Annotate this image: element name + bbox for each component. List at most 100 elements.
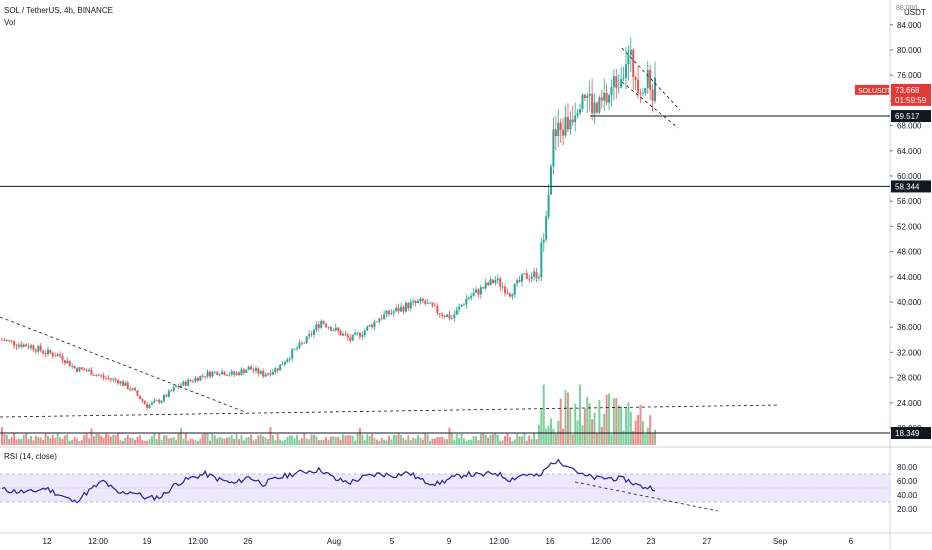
- time-tick-label: 12:00: [188, 537, 209, 546]
- volume-bar: [346, 435, 349, 445]
- candle-body: [20, 344, 23, 347]
- candle-body: [271, 371, 274, 375]
- candle-body: [387, 310, 390, 315]
- volume-bar: [213, 435, 216, 445]
- volume-bar: [73, 437, 76, 445]
- candle-body: [230, 371, 233, 375]
- time-tick-label: 12:00: [489, 537, 510, 546]
- volume-bar: [419, 437, 422, 445]
- candle-body: [535, 271, 538, 279]
- candle-body: [44, 353, 47, 355]
- candle-body: [520, 274, 523, 282]
- candle-body: [378, 318, 381, 322]
- volume-bar: [138, 435, 141, 445]
- candle-body: [346, 334, 349, 338]
- candle-body: [131, 388, 134, 390]
- candle-body: [404, 302, 407, 312]
- volume-bar: [199, 438, 202, 445]
- candle-body: [559, 122, 562, 130]
- volume-bar: [475, 436, 478, 445]
- volume-bar: [431, 438, 434, 445]
- candle-body: [218, 374, 221, 376]
- volume-bar: [508, 436, 511, 445]
- candle-body: [160, 400, 163, 403]
- candle-body: [397, 307, 400, 312]
- volume-bar: [1, 427, 3, 445]
- volume-bar: [218, 436, 221, 445]
- volume-bar: [395, 435, 398, 445]
- time-tick-label: 6: [849, 537, 854, 546]
- volume-bar: [496, 434, 499, 445]
- candle-body: [356, 332, 359, 334]
- volume-bar: [334, 436, 337, 445]
- volume-bar: [22, 434, 25, 445]
- price-axis-currency: USDT: [904, 8, 926, 17]
- volume-bar: [501, 440, 504, 445]
- volume-label: Vol: [4, 18, 16, 27]
- volume-bar: [59, 437, 62, 445]
- volume-bar: [102, 437, 105, 445]
- candle-body: [22, 344, 25, 347]
- rsi-tick-label: 80.00: [897, 463, 918, 472]
- candle-body: [518, 280, 521, 282]
- volume-bar: [554, 433, 557, 445]
- candle-body: [172, 387, 175, 391]
- volume-bar: [179, 428, 182, 445]
- candle-body: [245, 369, 248, 373]
- volume-badge: 18.349: [895, 429, 920, 438]
- volume-bar: [129, 437, 132, 445]
- candle-body: [286, 359, 289, 363]
- volume-bar: [211, 433, 214, 445]
- volume-bar: [158, 433, 161, 445]
- volume-bar: [228, 436, 231, 445]
- volume-bar: [552, 428, 555, 445]
- candle-body: [216, 371, 219, 376]
- volume-bar: [206, 433, 209, 445]
- candle-body: [264, 374, 267, 377]
- channel-lower-line: [621, 81, 679, 129]
- volume-bar: [245, 437, 248, 445]
- volume-bar: [150, 435, 153, 445]
- candle-body: [213, 371, 216, 373]
- price-tick-label: 36.000: [897, 323, 922, 332]
- volume-bar: [61, 438, 64, 445]
- rsi-label: RSI (14, close): [4, 452, 57, 461]
- candle-body: [383, 314, 386, 320]
- candle-body: [600, 97, 603, 101]
- volume-bar: [134, 439, 137, 445]
- volume-bar: [201, 434, 204, 445]
- volume-bar: [271, 435, 274, 445]
- volume-bar: [537, 424, 540, 445]
- volume-bar: [530, 438, 533, 445]
- volume-bar: [366, 434, 369, 445]
- volume-bar: [262, 436, 265, 445]
- candle-body: [392, 311, 395, 314]
- volume-bar: [588, 403, 591, 445]
- volume-bar: [293, 438, 296, 445]
- candle-body: [400, 306, 403, 312]
- volume-bar: [595, 432, 598, 445]
- candle-body: [569, 119, 572, 130]
- candle-body: [416, 301, 419, 303]
- candle-body: [557, 122, 560, 137]
- candle-body: [312, 329, 315, 335]
- volume-bar: [491, 434, 494, 445]
- candle-body: [506, 293, 509, 294]
- volume-bar: [240, 435, 243, 445]
- volume-bar: [216, 438, 219, 445]
- candle-body: [637, 79, 640, 94]
- support-badge: 58.344: [895, 182, 920, 191]
- candle-body: [504, 286, 507, 294]
- volume-bar: [579, 384, 582, 445]
- volume-bar: [646, 427, 649, 445]
- volume-bar: [119, 439, 122, 445]
- candle-body: [293, 348, 296, 350]
- candle-body: [303, 342, 306, 344]
- volume-bar: [242, 440, 245, 445]
- time-tick-label: 12: [43, 537, 52, 546]
- candle-body: [276, 368, 279, 371]
- volume-bar: [17, 438, 20, 445]
- price-tick-label: 56.000: [897, 197, 922, 206]
- volume-bar: [276, 434, 279, 445]
